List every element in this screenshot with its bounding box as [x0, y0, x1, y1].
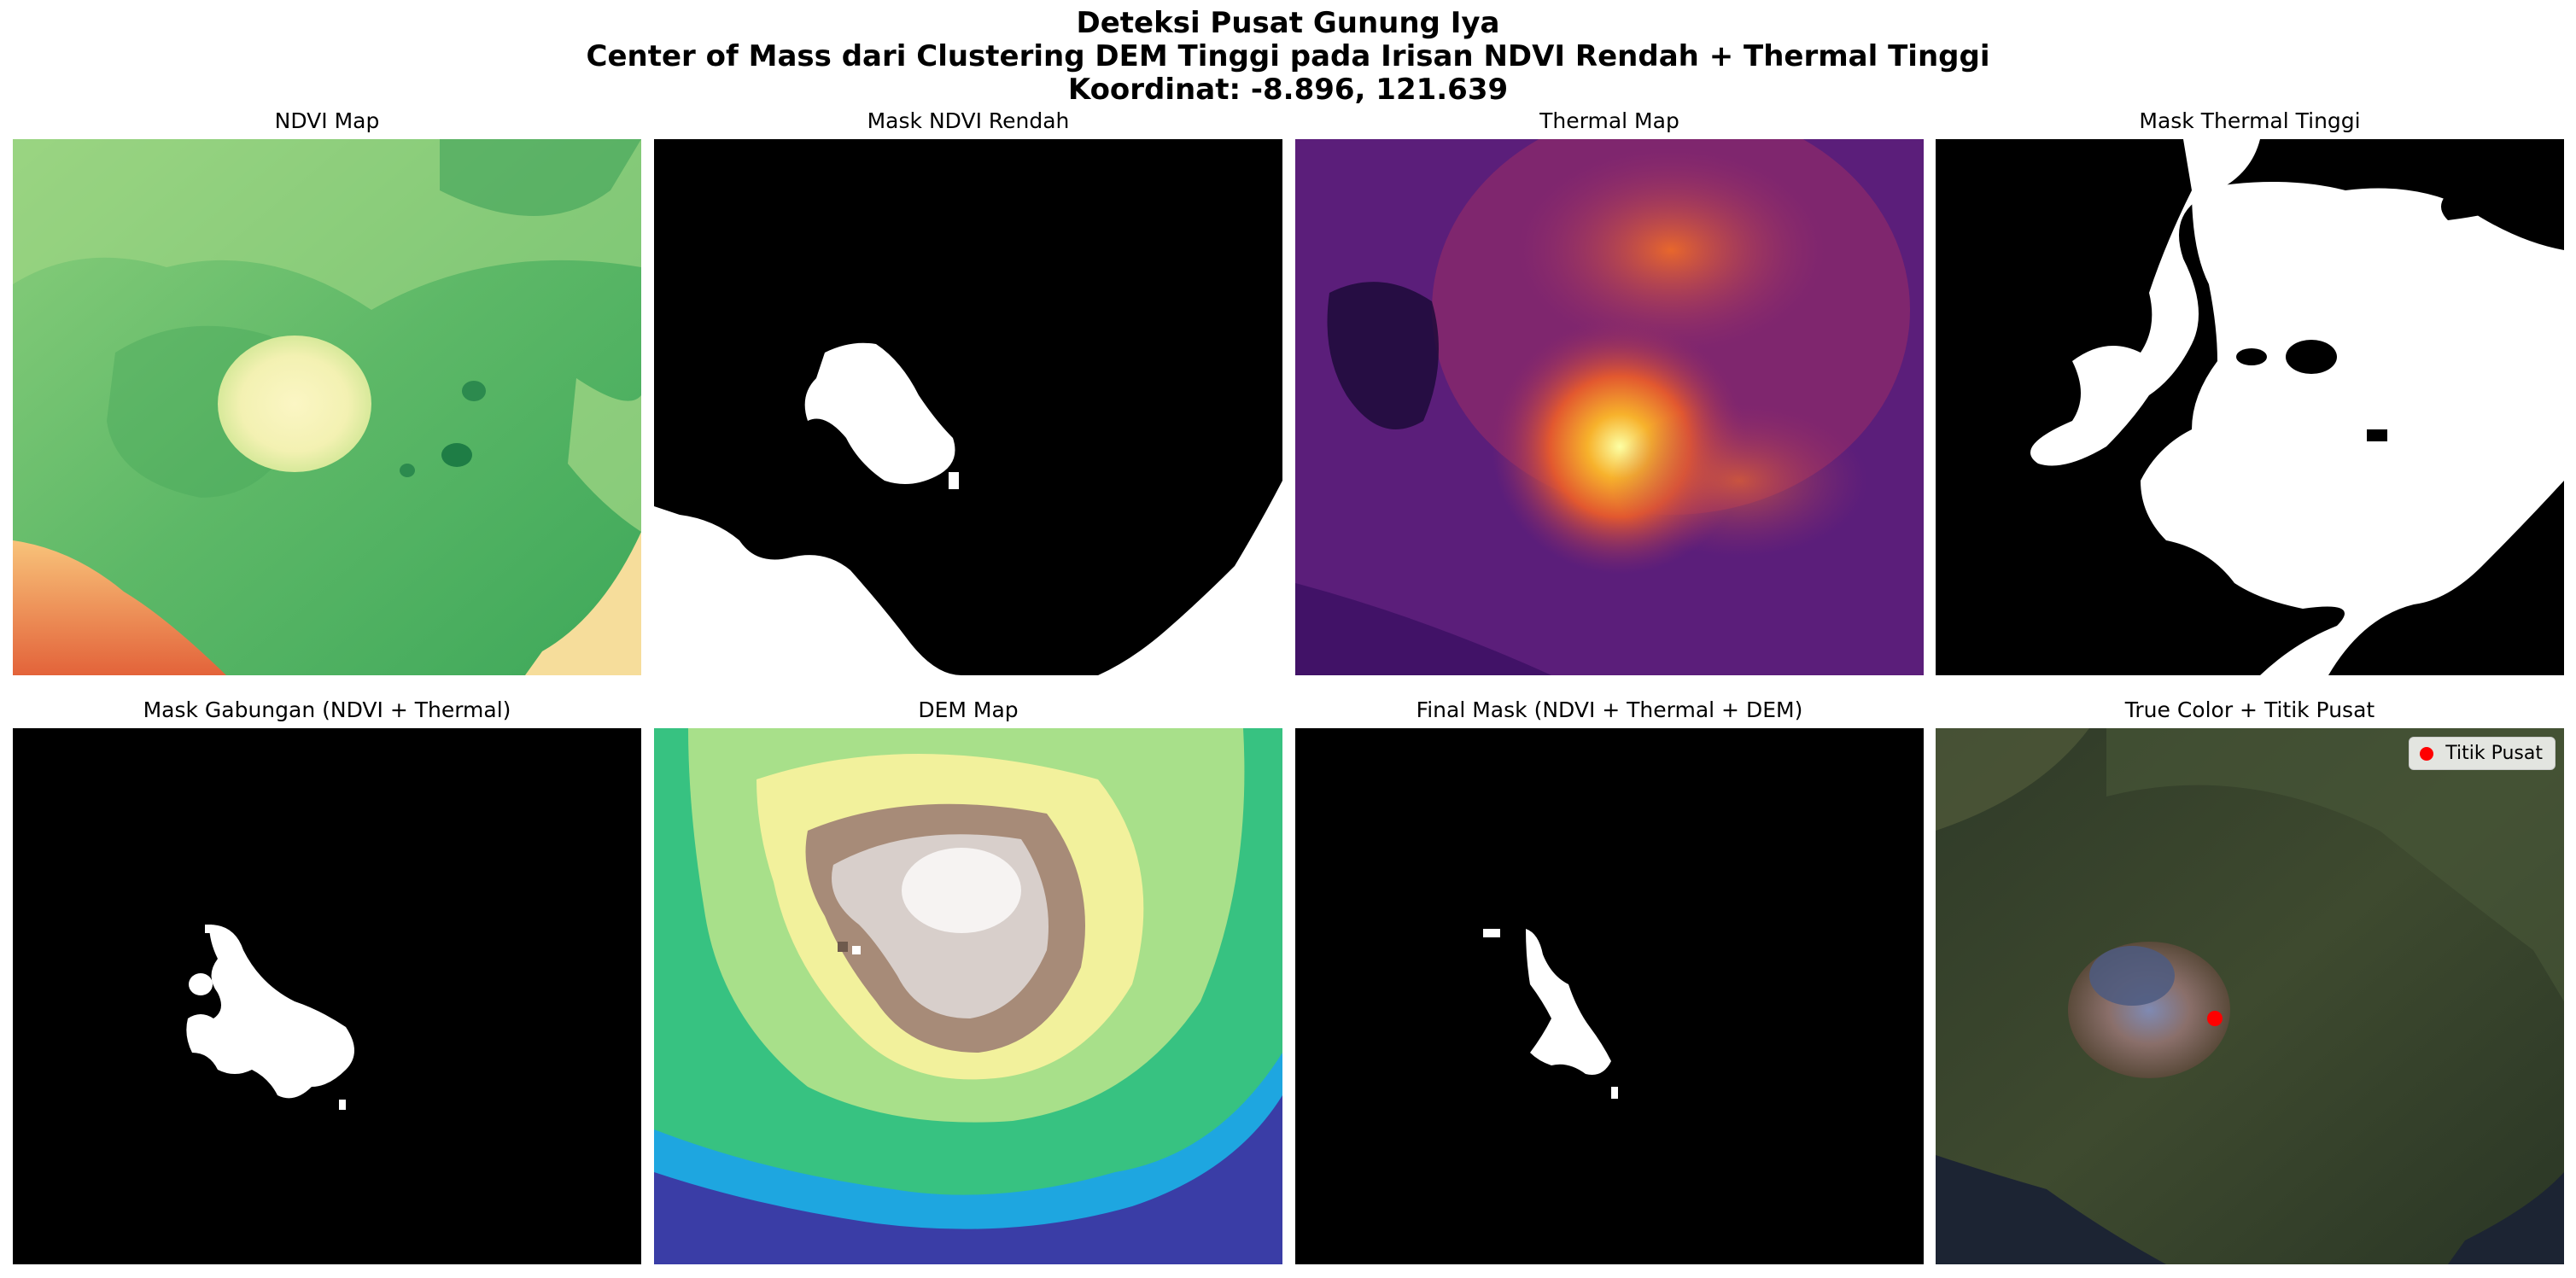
thermal-map-panel — [1295, 139, 1924, 675]
figure-coordinates: Koordinat: -8.896, 121.639 — [1067, 73, 1509, 107]
panel-title-mask-thermal: Mask Thermal Tinggi — [2139, 108, 2361, 133]
mask-combined-panel — [13, 728, 641, 1264]
center-point-marker — [2207, 1011, 2223, 1026]
dem-map-panel — [654, 728, 1282, 1264]
mask-thermal-panel — [1936, 139, 2564, 675]
final-mask-panel — [1295, 728, 1924, 1264]
panel-title-final-mask: Final Mask (NDVI + Thermal + DEM) — [1416, 697, 1803, 722]
legend: Titik Pusat — [2409, 737, 2556, 770]
panel-title-thermal-map: Thermal Map — [1539, 108, 1679, 133]
mask-thermal-image — [1936, 139, 2564, 675]
final-mask-image — [1295, 728, 1924, 1264]
thermal-map-image — [1295, 139, 1924, 675]
panel-title-true-color: True Color + Titik Pusat — [2124, 697, 2375, 722]
mask-ndvi-panel — [654, 139, 1282, 675]
mask-ndvi-image — [654, 139, 1282, 675]
panel-title-dem-map: DEM Map — [918, 697, 1019, 722]
true-color-image — [1936, 728, 2564, 1264]
legend-marker-icon — [2420, 746, 2434, 761]
panel-title-ndvi-map: NDVI Map — [274, 108, 380, 133]
panel-title-mask-combined: Mask Gabungan (NDVI + Thermal) — [143, 697, 511, 722]
true-color-panel: Titik Pusat — [1936, 728, 2564, 1264]
ndvi-map-panel — [13, 139, 641, 675]
figure-title: Deteksi Pusat Gunung Iya — [1076, 6, 1500, 40]
legend-label: Titik Pusat — [2445, 743, 2543, 764]
figure-subtitle: Center of Mass dari Clustering DEM Tingg… — [586, 39, 1990, 73]
dem-map-image — [654, 728, 1282, 1264]
panel-title-mask-ndvi: Mask NDVI Rendah — [867, 108, 1070, 133]
ndvi-map-image — [13, 139, 641, 675]
mask-combined-image — [13, 728, 641, 1264]
